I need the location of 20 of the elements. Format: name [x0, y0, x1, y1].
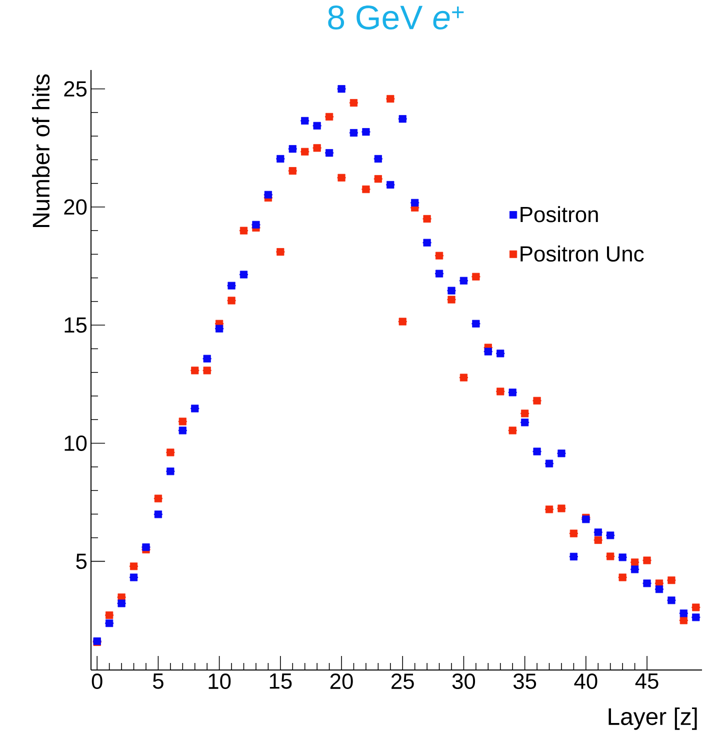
y-tick-label: 15 [64, 317, 87, 333]
legend-label: Positron Unc [520, 246, 644, 262]
legend-label: Positron [520, 206, 598, 222]
x-tick-label: 40 [574, 674, 598, 690]
x-tick-label: 30 [452, 674, 476, 690]
y-tick-label: 10 [64, 435, 87, 451]
y-tick-label: 20 [64, 199, 87, 215]
x-axis-title: Layer [z] [608, 708, 697, 730]
x-tick-label: 10 [208, 674, 231, 690]
x-tick-label: 20 [330, 674, 353, 690]
x-tick-label: 35 [513, 674, 536, 690]
x-tick-label: 15 [270, 674, 292, 689]
y-axis-title: Number of hits [32, 74, 50, 228]
y-tick-label: 5 [76, 554, 87, 569]
y-tick-label: 25 [64, 81, 87, 97]
x-tick-label: 45 [635, 674, 658, 689]
chart-title: 8 GeV e$^{+}$ [328, 6, 464, 30]
x-tick-label: 0 [92, 674, 102, 690]
x-tick-label: 25 [392, 674, 414, 690]
x-tick-label: 5 [152, 674, 164, 689]
